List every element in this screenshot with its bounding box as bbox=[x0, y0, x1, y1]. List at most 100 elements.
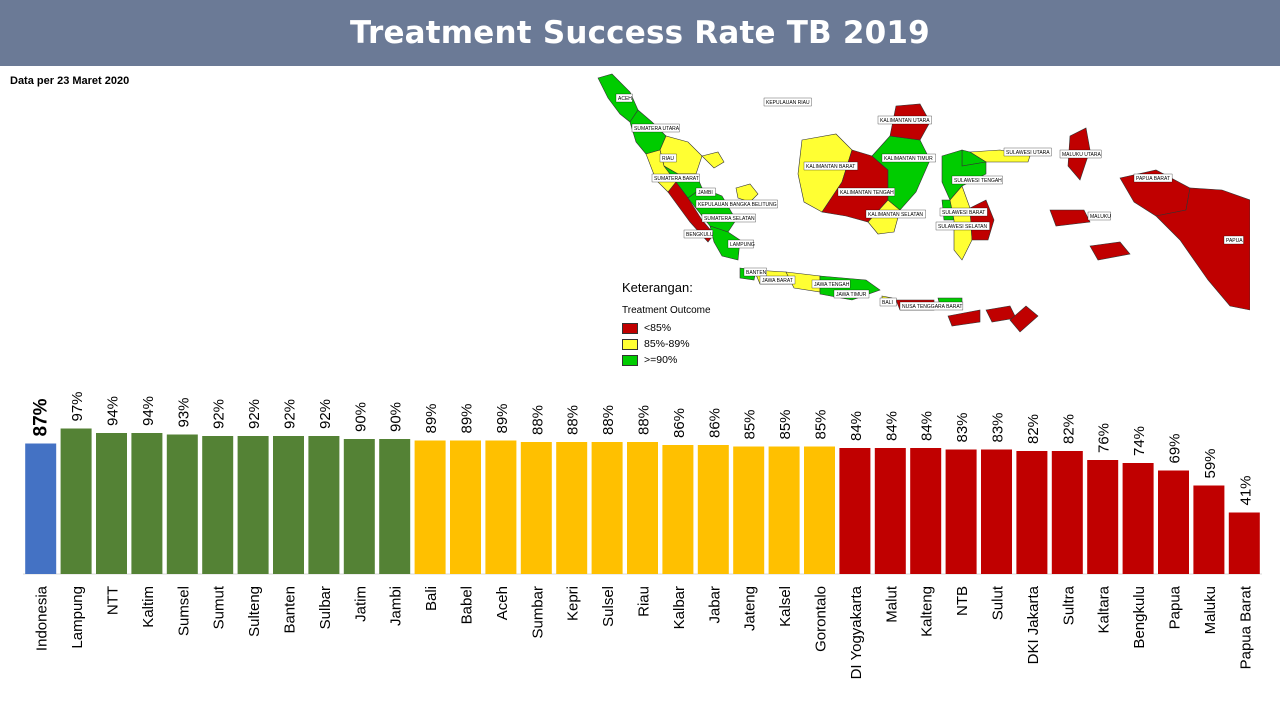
value-label: 89% bbox=[494, 403, 511, 433]
category-label: Gorontalo bbox=[813, 586, 830, 652]
map-region-maluku bbox=[1049, 209, 1091, 227]
category-label: Sulsel bbox=[600, 586, 617, 627]
map-province-label: BANTEN bbox=[746, 270, 767, 276]
category-label: Kepri bbox=[565, 586, 582, 621]
map-label-box bbox=[803, 161, 858, 171]
category-label: Kalteng bbox=[919, 586, 936, 637]
bar-gorontalo bbox=[804, 446, 835, 574]
value-label: 74% bbox=[1131, 426, 1148, 456]
bar-malut bbox=[874, 448, 906, 574]
map-label-box bbox=[877, 115, 932, 125]
map-province-label: ACEH bbox=[618, 96, 632, 102]
map-region-sulteng bbox=[941, 149, 987, 201]
map-province-label: JAMBI bbox=[698, 190, 713, 196]
map-region-bengkulu bbox=[667, 181, 715, 243]
legend-item-mid: 85%-89% bbox=[622, 336, 762, 352]
map-label-box bbox=[651, 173, 700, 183]
map-label-box bbox=[1133, 173, 1173, 183]
map-label-box bbox=[631, 123, 680, 133]
bar-papua bbox=[1158, 470, 1189, 574]
map-label-box bbox=[701, 213, 756, 223]
category-label: NTT bbox=[105, 586, 122, 615]
value-label: 94% bbox=[140, 396, 157, 426]
category-label: Jateng bbox=[742, 586, 759, 631]
bar-papua-barat bbox=[1228, 512, 1260, 574]
map-province-label: MALUKU bbox=[1090, 214, 1111, 220]
value-label: 88% bbox=[636, 405, 653, 435]
category-label: Bengkulu bbox=[1131, 586, 1148, 649]
map-label-box bbox=[951, 175, 1003, 185]
legend-label-low: <85% bbox=[644, 322, 672, 334]
bar-babel bbox=[450, 440, 481, 574]
legend-swatch-high bbox=[622, 354, 638, 366]
category-label: Bali bbox=[423, 586, 440, 611]
bar-sumbar bbox=[520, 442, 552, 574]
bar-di-yogyakarta bbox=[839, 448, 871, 574]
map-region-sultra bbox=[969, 199, 995, 241]
map-label-box bbox=[1223, 235, 1244, 245]
map-province-label: JAWA BARAT bbox=[762, 278, 793, 284]
map-province-labels: ACEH SUMATERA UTARA RIAU SUMATERA BARAT JAMB… bbox=[615, 93, 1244, 311]
map-province-label: KALIMANTAN SELATAN bbox=[868, 212, 923, 218]
map-label-box bbox=[1087, 211, 1111, 221]
map-province-label: SUMATERA SELATAN bbox=[704, 216, 755, 222]
bar-jatim bbox=[343, 439, 375, 574]
legend-title: Keterangan: bbox=[622, 280, 693, 295]
value-label: 88% bbox=[600, 405, 617, 435]
category-label: Sumsel bbox=[175, 586, 192, 636]
map-label-box bbox=[837, 187, 895, 197]
map-label-box bbox=[759, 275, 796, 285]
bar-chart: 87% Indonesia 97% Lampung 94% NTT 94% Kaltim 93%… bbox=[23, 391, 1262, 679]
value-label: 86% bbox=[671, 408, 688, 438]
map-label-box bbox=[659, 153, 677, 163]
value-label: 97% bbox=[69, 391, 86, 421]
category-label: Jambi bbox=[388, 586, 405, 626]
map-province-label: KALIMANTAN TENGAH bbox=[840, 190, 894, 196]
bar-kalsel bbox=[768, 446, 800, 574]
map-province-label: BENGKULU bbox=[686, 232, 714, 238]
legend-label-high: >=90% bbox=[644, 354, 678, 366]
value-label: 92% bbox=[282, 399, 299, 429]
category-label: Sumbar bbox=[529, 586, 546, 639]
map-province-label: JAWA TENGAH bbox=[814, 282, 850, 288]
value-label: 90% bbox=[352, 402, 369, 432]
map-province-label: KALIMANTAN BARAT bbox=[806, 164, 855, 170]
value-label: 84% bbox=[883, 411, 900, 441]
map-label-box bbox=[811, 279, 851, 289]
map-province-label: SULAWESI UTARA bbox=[1006, 150, 1050, 156]
value-label: 82% bbox=[1025, 414, 1042, 444]
bar-maluku bbox=[1193, 485, 1225, 574]
value-label: 88% bbox=[529, 405, 546, 435]
map-region-lampung bbox=[709, 225, 741, 261]
category-label: Sulut bbox=[990, 585, 1007, 620]
map-province-label: SULAWESI TENGAH bbox=[954, 178, 1002, 184]
map-province-label: KALIMANTAN UTARA bbox=[880, 118, 930, 124]
map-province-label: SUMATERA BARAT bbox=[654, 176, 699, 182]
value-label: 84% bbox=[919, 411, 936, 441]
map-legend: Keterangan: Treatment Outcome <85% 85%-8… bbox=[622, 280, 762, 368]
category-label: Jabar bbox=[706, 586, 723, 624]
category-label: Papua bbox=[1167, 585, 1184, 629]
bar-lampung bbox=[60, 428, 92, 574]
map-region-papua bbox=[1155, 187, 1250, 311]
title-bar: Treatment Success Rate TB 2019 bbox=[0, 0, 1280, 66]
map-label-box bbox=[881, 153, 936, 163]
category-label: DKI Jakarta bbox=[1025, 585, 1042, 664]
bar-sumut bbox=[202, 436, 234, 574]
bar-jabar bbox=[697, 445, 729, 574]
category-label: Sulteng bbox=[246, 586, 263, 637]
bar-jambi bbox=[379, 439, 411, 574]
map-label-box bbox=[695, 187, 716, 197]
value-label: 92% bbox=[246, 399, 263, 429]
value-label: 85% bbox=[813, 409, 830, 439]
bar-sulbar bbox=[308, 436, 340, 574]
map-province-label: KEPULAUAN BANGKA BELITUNG bbox=[698, 202, 777, 208]
category-label: DI Yogyakarta bbox=[848, 585, 865, 679]
page-title: Treatment Success Rate TB 2019 bbox=[350, 15, 930, 51]
value-label: 89% bbox=[423, 403, 440, 433]
category-label: Jatim bbox=[352, 586, 369, 622]
map-label-box bbox=[743, 267, 767, 277]
map-province-label: JAWA TIMUR bbox=[836, 292, 867, 298]
bar-sumsel bbox=[166, 434, 198, 574]
value-label: 93% bbox=[175, 397, 192, 427]
